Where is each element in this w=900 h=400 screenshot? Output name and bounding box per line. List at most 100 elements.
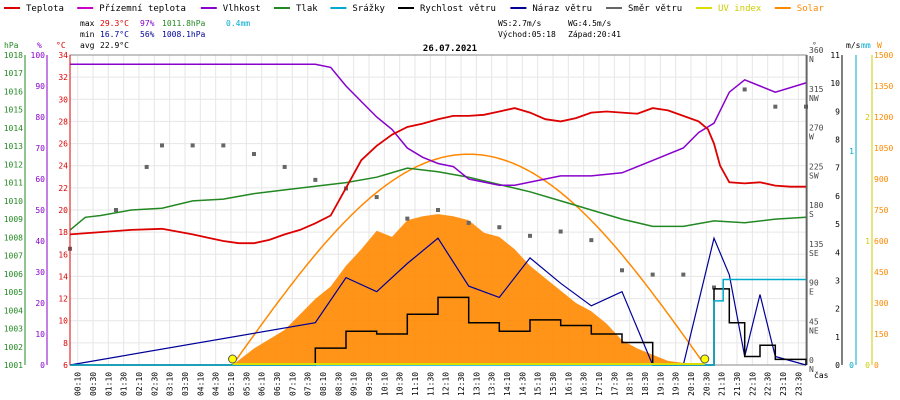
stat-max-label: max [80,19,95,28]
wind-direction-point-19 [650,272,655,277]
x-tick-47: 23:30 [794,372,803,396]
chart-title: 26.07.2021 [423,44,477,54]
w-tick-3: 450 [874,268,889,277]
wind-direction-point-23 [773,104,778,109]
hum-tick-10: 100 [31,51,46,60]
x-axis-unit: čas [814,370,829,380]
dir-tick-name-3: SE [809,249,819,258]
series-wind-gust-line [69,236,807,366]
x-tick-12: 06:10 [258,372,267,396]
hpa-tick-5: 1006 [4,270,23,279]
temp-tick-2: 10 [58,317,68,326]
x-tick-44: 22:10 [748,372,757,396]
w-tick-2: 300 [874,299,889,308]
x-tick-45: 22:30 [764,372,773,396]
dir-tick-name-1: NE [809,326,819,335]
hum-tick-6: 60 [35,175,45,184]
legend-label-1: Přízemní teplota [99,4,186,14]
stat-min-temp: 16.7°C [100,30,129,39]
ms-tick-10: 10 [830,79,840,88]
dir-tick-deg-1: 45 [809,317,819,326]
temp-tick-4: 14 [58,272,68,281]
hpa-tick-14: 1015 [4,106,23,115]
hpa-tick-7: 1008 [4,233,23,242]
x-tick-31: 15:30 [549,372,558,396]
wind-direction-point-2 [144,164,149,169]
x-tick-34: 17:10 [595,372,604,396]
legend-label-6: Náraz větru [532,4,592,14]
series-solar-area [232,214,699,365]
stat-ws: WS:2.7m/s [498,19,542,28]
stat-max-press: 1011.8hPa [162,19,206,28]
dir-tick-name-0: N [809,365,814,374]
x-tick-38: 19:10 [656,372,665,396]
wind-direction-point-22 [742,87,747,92]
x-tick-29: 14:30 [518,372,527,396]
mm-tick-0: 0 [849,361,854,370]
series-temperature-line [69,107,806,245]
wind-direction-point-6 [252,152,256,157]
dir-tick-name-5: SW [809,171,819,180]
ms-tick-4: 4 [835,248,840,257]
x-tick-7: 03:30 [181,372,190,396]
hpa-tick-1: 1002 [4,343,23,352]
x-tick-2: 01:10 [104,372,113,396]
axis-mm-unit: mm [861,41,871,50]
hpa-tick-9: 1010 [4,197,23,206]
stat-avg-label: avg [80,41,95,50]
stat-min-label: min [80,30,95,39]
temp-tick-5: 16 [58,250,68,259]
dir-tick-deg-5: 225 [809,162,824,171]
x-tick-27: 13:30 [488,372,497,396]
x-tick-9: 04:30 [212,372,221,396]
temp-tick-7: 20 [58,206,68,215]
stat-max-rain: 0.4mm [226,19,250,28]
x-tick-5: 02:30 [150,372,159,396]
x-tick-35: 17:30 [610,372,619,396]
temp-tick-10: 26 [58,140,68,149]
x-tick-11: 05:30 [242,372,251,396]
legend-label-2: Vlhkost [223,4,261,14]
x-tick-24: 12:10 [442,372,451,396]
hum-tick-2: 20 [35,299,45,308]
series-wind-speed-line [70,288,807,366]
dir-tick-name-2: E [809,288,814,297]
ms-tick-5: 5 [835,220,840,229]
w-tick-0: 0 [874,361,879,370]
x-tick-17: 08:30 [334,372,343,396]
w-tick-5: 750 [874,206,889,215]
stat-max-hum: 97% [140,19,155,28]
x-tick-4: 02:10 [135,372,144,396]
x-tick-39: 19:30 [672,372,681,396]
x-tick-30: 15:10 [534,372,543,396]
wind-direction-point-4 [190,143,195,148]
hum-tick-4: 40 [35,237,45,246]
sunrise-marker [228,354,238,364]
ms-tick-11: 11 [830,51,840,60]
x-tick-23: 11:30 [426,372,435,396]
hpa-tick-11: 1012 [4,160,23,169]
series-rain-line [70,278,806,366]
wind-direction-point-1 [114,208,118,212]
wind-direction-point-5 [221,143,226,148]
dir-tick-deg-4: 180 [809,201,824,210]
legend-label-4: Srážky [352,4,385,14]
x-tick-16: 08:10 [319,372,328,396]
hpa-tick-12: 1013 [4,142,23,151]
hpa-tick-2: 1003 [4,325,23,334]
stat-wg: WG:4.5m/s [568,19,612,28]
x-tick-40: 20:10 [687,372,696,396]
dir-tick-deg-0: 0 [809,356,814,365]
wind-direction-point-21 [712,285,716,290]
temp-tick-13: 32 [58,73,68,82]
stat-sunrise: Východ:05:18 [498,30,556,39]
x-tick-28: 14:10 [503,372,512,396]
axis-ms-unit: m/s [846,41,861,50]
stat-max-temp: 29.3°C [100,19,129,28]
x-tick-14: 07:10 [288,372,297,396]
wind-direction-point-15 [528,233,532,238]
hpa-tick-10: 1011 [4,179,23,188]
x-tick-26: 13:10 [472,372,481,396]
w-tick-4: 600 [874,237,889,246]
wind-direction-point-12 [436,208,440,212]
